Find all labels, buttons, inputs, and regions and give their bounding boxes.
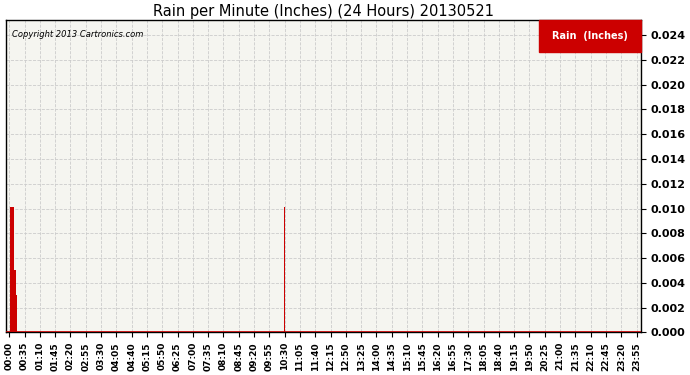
Bar: [540, 20, 641, 51]
Title: Rain per Minute (Inches) (24 Hours) 20130521: Rain per Minute (Inches) (24 Hours) 2013…: [153, 4, 494, 19]
Text: Copyright 2013 Cartronics.com: Copyright 2013 Cartronics.com: [12, 30, 144, 39]
Text: Rain  (Inches): Rain (Inches): [552, 31, 628, 41]
